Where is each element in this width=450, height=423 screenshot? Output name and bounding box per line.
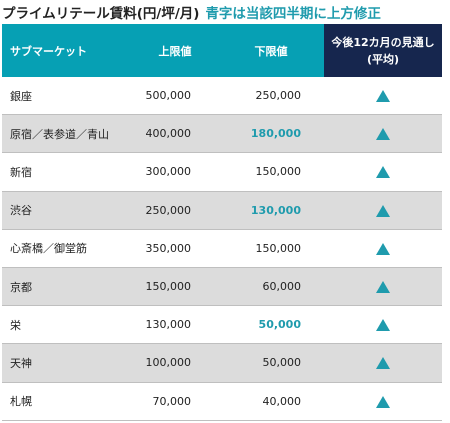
cell-outlook: [324, 382, 442, 421]
cell-outlook: [324, 267, 442, 307]
header-outlook: 今後12カ月の見通し (平均): [324, 24, 442, 77]
header-lower: 下限値: [218, 24, 324, 77]
cell-upper: 300,000: [132, 152, 218, 192]
table-row: 渋谷 250,000 130,000: [2, 191, 442, 230]
table-row: 原宿／表参道／青山 400,000 180,000: [2, 114, 442, 154]
cell-submarket: 京都: [2, 267, 132, 307]
cell-outlook: [324, 77, 442, 116]
header-row: サブマーケット 上限値 下限値 今後12カ月の見通し (平均): [2, 24, 442, 77]
up-triangle-icon: [376, 128, 390, 141]
up-triangle-icon: [376, 166, 390, 179]
cell-lower: 40,000: [218, 382, 324, 421]
table-title: プライムリテール賃料(円/坪/月) 青字は当該四半期に上方修正: [2, 0, 381, 24]
table-row: 銀座 500,000 250,000: [2, 77, 442, 116]
cell-submarket: 銀座: [2, 77, 132, 116]
cell-lower: 150,000: [218, 229, 324, 268]
cell-upper: 150,000: [132, 267, 218, 307]
rent-table: サブマーケット 上限値 下限値 今後12カ月の見通し (平均) 銀座 500,0…: [2, 24, 442, 421]
title-note: 青字は当該四半期に上方修正: [205, 6, 381, 22]
cell-outlook: [324, 343, 442, 383]
table-row: 新宿 300,000 150,000: [2, 152, 442, 192]
cell-lower: 60,000: [218, 267, 324, 307]
cell-lower: 130,000: [218, 191, 324, 230]
table-row: 札幌 70,000 40,000: [2, 382, 442, 421]
header-submarket: サブマーケット: [2, 24, 132, 77]
cell-submarket: 新宿: [2, 152, 132, 192]
cell-upper: 250,000: [132, 191, 218, 230]
cell-submarket: 天神: [2, 343, 132, 383]
cell-lower: 50,000: [218, 343, 324, 383]
title-main: プライムリテール賃料(円/坪/月): [2, 6, 200, 22]
up-triangle-icon: [376, 395, 390, 408]
cell-outlook: [324, 229, 442, 268]
header-upper: 上限値: [132, 24, 218, 77]
cell-upper: 400,000: [132, 114, 218, 154]
up-triangle-icon: [376, 357, 390, 370]
table-row: 天神 100,000 50,000: [2, 343, 442, 383]
cell-outlook: [324, 305, 442, 345]
cell-upper: 350,000: [132, 229, 218, 268]
cell-lower: 150,000: [218, 152, 324, 192]
table-body: 銀座 500,000 250,000 原宿／表参道／青山 400,000 180…: [2, 77, 442, 421]
up-triangle-icon: [376, 319, 390, 332]
cell-submarket: 栄: [2, 305, 132, 345]
cell-submarket: 渋谷: [2, 191, 132, 230]
cell-submarket: 札幌: [2, 382, 132, 421]
cell-outlook: [324, 114, 442, 154]
up-triangle-icon: [376, 281, 390, 294]
cell-outlook: [324, 152, 442, 192]
table-row: 栄 130,000 50,000: [2, 305, 442, 345]
cell-upper: 100,000: [132, 343, 218, 383]
up-triangle-icon: [376, 90, 390, 103]
cell-lower: 50,000: [218, 305, 324, 345]
cell-upper: 70,000: [132, 382, 218, 421]
cell-outlook: [324, 191, 442, 230]
up-triangle-icon: [376, 242, 390, 255]
cell-upper: 500,000: [132, 77, 218, 116]
table-row: 心斎橋／御堂筋 350,000 150,000: [2, 229, 442, 268]
cell-upper: 130,000: [132, 305, 218, 345]
cell-submarket: 原宿／表参道／青山: [2, 114, 132, 154]
cell-lower: 250,000: [218, 77, 324, 116]
cell-lower: 180,000: [218, 114, 324, 154]
table-row: 京都 150,000 60,000: [2, 267, 442, 307]
cell-submarket: 心斎橋／御堂筋: [2, 229, 132, 268]
up-triangle-icon: [376, 204, 390, 217]
